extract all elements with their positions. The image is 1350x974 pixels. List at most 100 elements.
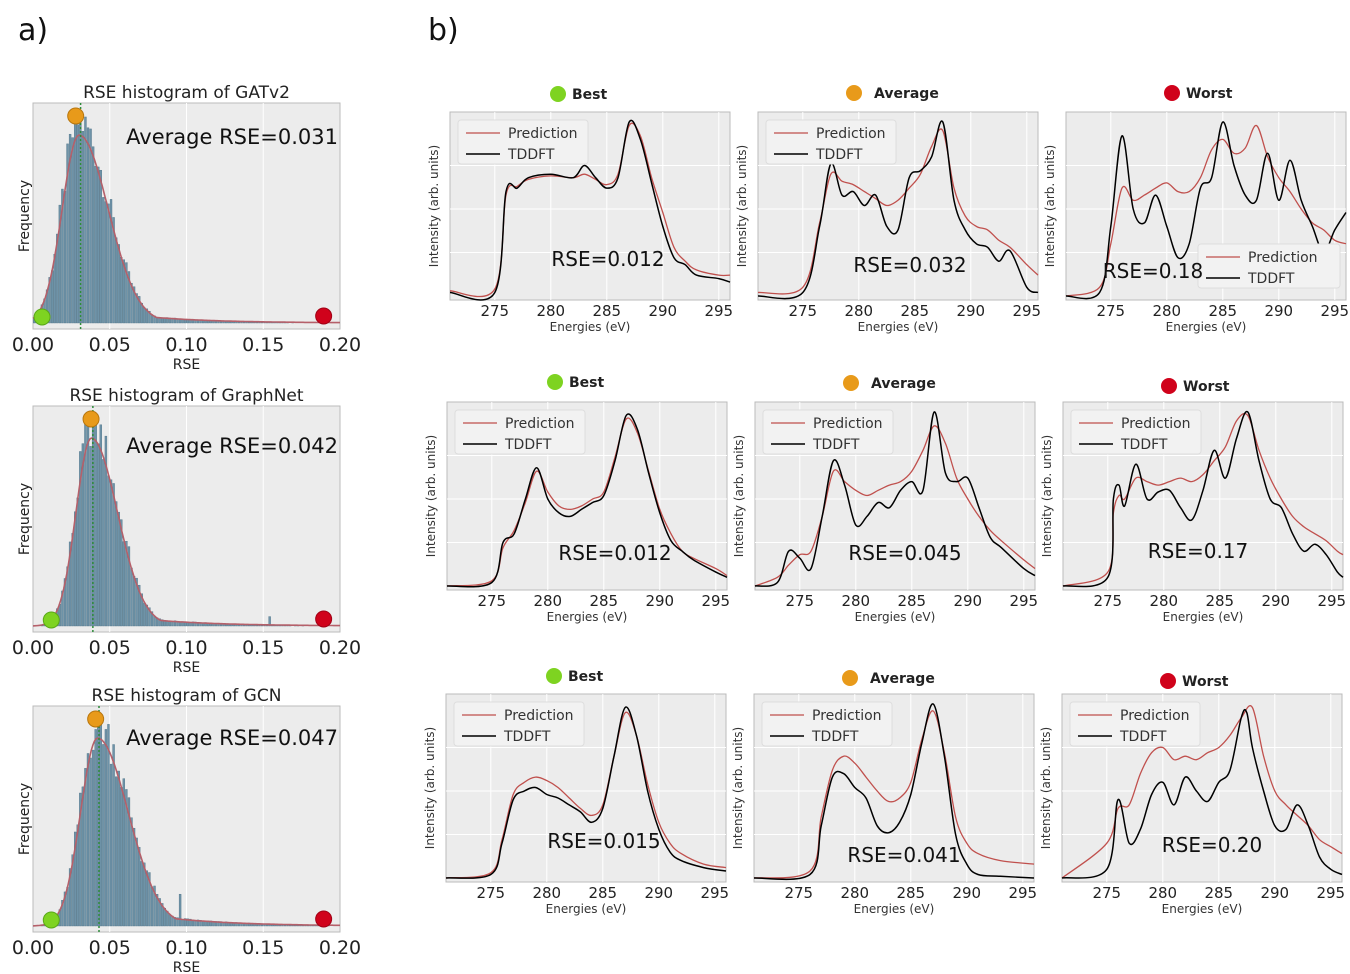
histogram-bar [74,116,77,324]
histogram-bar [130,567,133,627]
average-rse-annotation: Average RSE=0.047 [126,726,338,750]
histogram-bar [51,270,54,324]
histogram-bar [97,166,100,324]
histogram-bar [186,918,189,927]
histogram-bar [158,898,161,927]
histogram-bar [120,257,123,324]
tddft-line [449,119,731,301]
histogram-bar [107,724,110,927]
histogram-bar [68,541,72,627]
x-axis-label: Energies (eV) [858,320,939,334]
worst-marker [315,910,333,928]
x-tick-label: 0.10 [165,937,207,959]
histogram-bar [71,854,74,927]
best-marker [42,611,60,629]
histogram-bar [99,424,102,627]
prediction-line [1062,412,1344,587]
histogram-bar [140,593,143,627]
spectrum-worst-row1: Worst Prediction TDDFT RSE=0.18 275 280 285 290… [1043,85,1349,334]
histogram-bar [84,768,87,927]
legend-box [1197,243,1341,289]
legend-box [453,701,585,747]
spectrum-title: Worst [1186,86,1233,102]
x-tick-label: 275 [785,592,814,610]
x-tick-label: 0.20 [319,334,361,356]
x-tick-label: 275 [476,884,505,902]
histogram-bar [161,903,164,927]
legend-prediction-label: Prediction [504,708,574,724]
histogram-title: RSE histogram of GCN [92,686,282,706]
x-tick-label: 290 [1264,302,1293,320]
histogram-bar [130,817,133,927]
x-tick-label: 280 [533,592,562,610]
x-tick-label: 0.10 [165,334,207,356]
x-tick-label: 285 [588,884,617,902]
x-tick-label: 280 [840,884,869,902]
histogram-bar [76,497,79,627]
histogram-bar [79,451,82,627]
x-tick-label: 290 [1261,592,1290,610]
legend-tddft-label: TDDFT [811,729,859,745]
x-tick-label: 290 [956,302,985,320]
histogram-bar [102,197,105,324]
spectrum-worst-row3: Worst Prediction TDDFT RSE=0.20 275 280 285 290… [1039,673,1345,916]
histogram-bar [97,443,100,627]
histogram-bar [63,578,67,627]
histogram-bar [102,744,105,927]
x-tick-label: 0.20 [319,937,361,959]
histogram-bar [137,296,141,324]
legend-prediction-label: Prediction [1120,708,1190,724]
y-axis-label: Frequency [17,783,33,855]
histogram-bar [155,894,159,927]
worst-marker [315,307,333,325]
histogram-bar [112,217,115,324]
histogram-bar [135,577,138,627]
histogram-bar [143,602,146,627]
rse-annotation: RSE=0.17 [1148,539,1249,563]
histogram-bar [173,620,177,627]
histogram-bar [148,872,151,927]
histogram-bar [120,519,123,627]
histogram-bar [66,886,69,927]
best-marker [550,86,566,102]
x-tick-label: 295 [1320,302,1349,320]
tddft-line [1061,708,1343,879]
histogram-bar [158,618,161,627]
histogram-bar [122,541,126,627]
x-axis-label: Energies (eV) [1166,320,1247,334]
histogram-bar [132,286,136,324]
x-tick-label: 280 [1148,884,1177,902]
histogram-bar [76,824,79,927]
histogram-bar [63,191,67,324]
x-tick-label: 280 [841,592,870,610]
x-tick-label: 285 [592,302,621,320]
spectrum-worst-row2: Worst Prediction TDDFT RSE=0.17 275 280 285 290… [1040,378,1346,624]
histogram-bar [153,885,156,927]
legend-box [457,119,589,165]
histogram-bar [176,917,179,927]
histogram-bar [127,546,131,627]
y-axis-label: Intensity (arb. units) [1039,727,1053,849]
histogram-bar [61,900,64,927]
x-tick-label: 280 [536,302,565,320]
legend-tddft-label: TDDFT [1247,271,1295,287]
tddft-line [1065,121,1347,300]
histogram-bar [161,619,164,627]
histogram-bar [107,475,110,627]
x-tick-label: 0.15 [242,637,284,659]
y-axis-label: Intensity (arb. units) [732,435,746,557]
y-axis-label: Frequency [17,483,33,555]
histogram-bar [181,919,184,927]
histogram-bar [112,483,115,627]
histogram-bar [48,277,51,324]
histogram-bar [184,918,187,927]
spectrum-title: Best [569,375,604,391]
y-axis-label: Intensity (arb. units) [731,727,745,849]
average-rse-annotation: Average RSE=0.042 [126,434,338,458]
legend-prediction-label: Prediction [1248,250,1318,266]
legend-prediction-label: Prediction [816,126,886,142]
x-tick-label: 295 [701,592,730,610]
spectrum-average-row3: Average Prediction TDDFT RSE=0.041 275 280 285… [731,670,1037,916]
histogram-bar [71,533,74,627]
